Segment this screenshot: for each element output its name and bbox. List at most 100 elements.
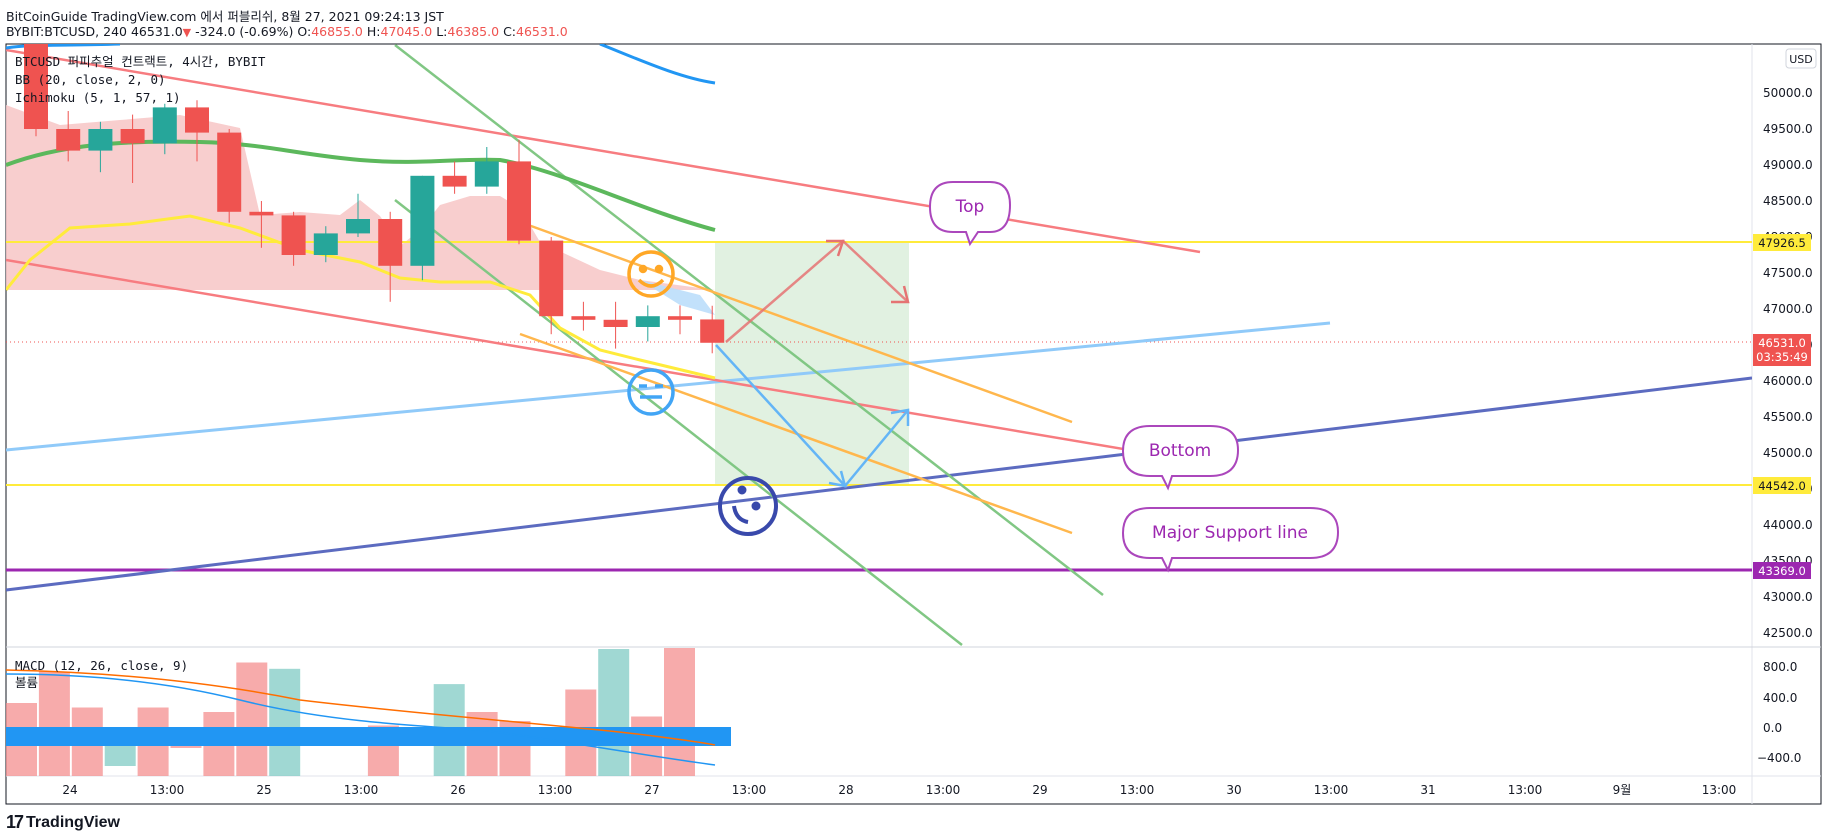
price-tick: 49000.0: [1763, 158, 1813, 172]
candle: [603, 301, 628, 349]
macd-histogram-band: [6, 727, 731, 746]
major-support-price-label: 43369.0: [1753, 562, 1811, 579]
candle: [281, 211, 306, 266]
candle: [152, 103, 177, 155]
candle: [442, 161, 467, 194]
macd-bar: [38, 671, 70, 776]
candle: [185, 100, 209, 162]
tradingview-brand[interactable]: 17 TradingView: [6, 812, 120, 833]
candle: [507, 139, 531, 245]
low-value: 46385.0: [447, 24, 500, 39]
last-price-label: 46531.0 03:35:49: [1753, 334, 1811, 366]
long-trend-line[interactable]: [6, 376, 1752, 592]
macd-tick: −400.0: [1757, 751, 1801, 765]
ichimoku-cloud-blue: [640, 280, 715, 315]
time-tick: 9월: [1613, 783, 1632, 797]
time-tick: 28: [838, 783, 853, 797]
bottom-callout-text: Bottom: [1149, 441, 1211, 461]
candle: [410, 175, 435, 281]
price-tick: 47000.0: [1763, 302, 1813, 316]
bb-legend[interactable]: BB (20, close, 2, 0): [15, 72, 166, 87]
green-channel-lower[interactable]: [394, 199, 963, 646]
macd-bar: [269, 668, 301, 776]
svg-text:03:35:49: 03:35:49: [1756, 350, 1808, 364]
major-support-callout[interactable]: Major Support line: [1121, 507, 1340, 573]
macd-axis[interactable]: 800.0 400.0 0.0 −400.0: [1757, 660, 1801, 765]
candle: [249, 201, 274, 248]
candle: [635, 305, 660, 342]
candlestick-series: [24, 44, 725, 354]
macd-tick: 800.0: [1763, 660, 1797, 674]
time-tick: 13:00: [1120, 783, 1155, 797]
high-value: 47045.0: [380, 24, 433, 39]
lower-red-channel[interactable]: [6, 258, 1201, 464]
time-tick: 26: [450, 783, 465, 797]
time-tick: 13:00: [1702, 783, 1737, 797]
time-tick: 31: [1420, 783, 1435, 797]
ichimoku-cloud: [6, 105, 715, 290]
price-tick: 46000.0: [1763, 374, 1813, 388]
top-callout-text: Top: [955, 197, 985, 217]
ichimoku-legend[interactable]: Ichimoku (5, 1, 57, 1): [15, 90, 181, 105]
chart-legend-title[interactable]: BTCUSD 퍼피추얼 컨트랙트, 4시간, BYBIT: [15, 54, 266, 69]
svg-text:47926.5: 47926.5: [1758, 236, 1806, 250]
candle: [346, 193, 370, 237]
price-tick: 49500.0: [1763, 122, 1813, 136]
tradingview-logo-icon: 17: [6, 812, 24, 832]
candle: [217, 129, 242, 223]
symbol-info: BYBIT:BTCUSD, 240 46531.0: [6, 24, 183, 39]
close-label: C:: [503, 24, 517, 39]
top-callout[interactable]: Top: [928, 181, 1012, 247]
svg-text:43369.0: 43369.0: [1758, 564, 1806, 578]
publish-info: BitCoinGuide TradingView.com 에서 퍼블리쉬, 8월…: [6, 9, 444, 24]
macd-tick: 400.0: [1763, 691, 1797, 705]
time-tick: 27: [644, 783, 659, 797]
time-tick: 13:00: [1508, 783, 1543, 797]
bear-scenario-arrow: [715, 344, 910, 488]
macd-bar: [598, 649, 630, 776]
price-tick: 45500.0: [1763, 410, 1813, 424]
time-tick: 30: [1226, 783, 1241, 797]
macd-bar: [664, 648, 695, 776]
volume-legend[interactable]: 볼륨: [15, 675, 38, 690]
macd-bar: [236, 662, 268, 776]
time-tick: 13:00: [926, 783, 961, 797]
candle: [474, 147, 499, 194]
time-tick: 24: [62, 783, 77, 797]
candle: [668, 305, 692, 335]
candle: [700, 305, 725, 354]
resistance-price-label: 47926.5: [1753, 234, 1811, 251]
candle: [120, 114, 145, 183]
projection-box: [715, 242, 909, 484]
time-tick: 13:00: [344, 783, 379, 797]
currency-badge[interactable]: [1785, 48, 1817, 69]
support-price-label: 44542.0: [1753, 477, 1811, 494]
sad-face-icon: [718, 476, 778, 536]
time-axis[interactable]: 24 13:00 25 13:00 26 13:00 27 13:00 28 13:00 29 13:…: [62, 783, 1736, 797]
price-tick: 43000.0: [1763, 590, 1813, 604]
high-label: H:: [366, 24, 381, 39]
brand-text: TradingView: [26, 813, 120, 831]
bottom-callout[interactable]: Bottom: [1121, 425, 1240, 491]
ichimoku-conversion-line: [6, 214, 716, 380]
time-tick: 13:00: [150, 783, 185, 797]
time-tick: 29: [1032, 783, 1047, 797]
orange-channel-upper[interactable]: [519, 220, 1073, 424]
close-value: 46531.0: [516, 24, 568, 39]
time-tick: 25: [256, 783, 271, 797]
happy-face-icon: [627, 250, 675, 298]
price-tick: 47500.0: [1763, 266, 1813, 280]
green-channel-upper[interactable]: [394, 44, 1104, 596]
time-tick: 13:00: [732, 783, 767, 797]
svg-text:44542.0: 44542.0: [1758, 479, 1806, 493]
macd-legend[interactable]: MACD (12, 26, close, 9): [15, 658, 188, 673]
macd-bar: [631, 716, 663, 776]
price-tick: 44000.0: [1763, 518, 1813, 532]
ohlc-line: BYBIT:BTCUSD, 240 46531.0▼ -324.0 (-0.69…: [6, 24, 568, 39]
price-tick: 45000.0: [1763, 446, 1813, 460]
price-change: -324.0 (-0.69%): [195, 24, 294, 39]
svg-text:46531.0: 46531.0: [1758, 336, 1806, 350]
macd-line: [6, 673, 716, 766]
major-support-callout-text: Major Support line: [1152, 523, 1308, 543]
